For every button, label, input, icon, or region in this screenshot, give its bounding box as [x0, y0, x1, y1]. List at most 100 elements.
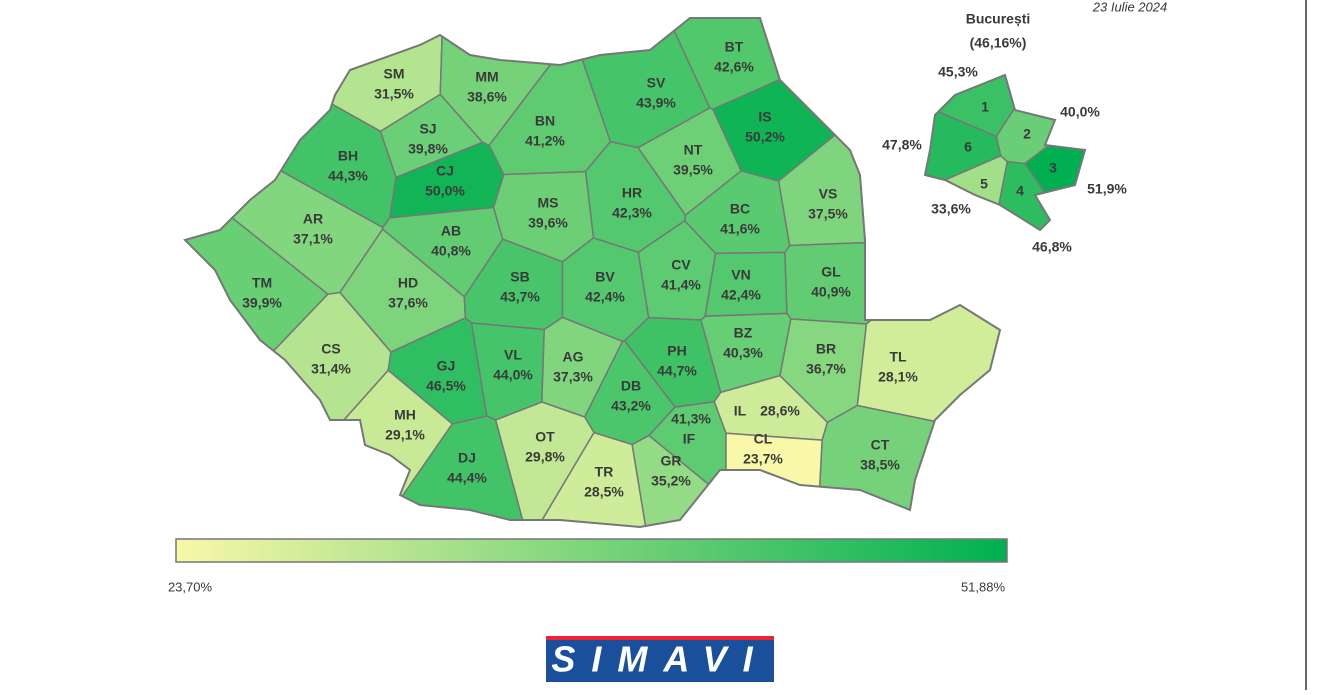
logo: SIMAVI	[546, 636, 774, 682]
county-code: GL	[821, 264, 841, 280]
county-code: BC	[730, 201, 750, 217]
county-labels: SM 31,5% MM 38,6% BT 42,6% SV 43,9% BH 44,3% SJ 39,…	[242, 39, 918, 500]
county-code: MS	[538, 195, 559, 211]
county-value: 23,7%	[743, 451, 783, 467]
county-code: GJ	[437, 358, 456, 374]
county-value: 39,5%	[673, 162, 713, 178]
county-value: 44,0%	[493, 367, 533, 383]
county-code: SV	[647, 75, 666, 91]
county-value: 50,2%	[745, 129, 785, 145]
county-code: IF	[683, 431, 696, 447]
bucharest-title: București	[966, 11, 1031, 27]
romania-border	[183, 17, 1002, 529]
logo-bg	[546, 636, 774, 682]
county-value: 43,7%	[500, 289, 540, 305]
county-value: 46,5%	[426, 378, 466, 394]
county-value: 39,8%	[408, 141, 448, 157]
county-code: BT	[725, 39, 744, 55]
county-value: 50,0%	[425, 183, 465, 199]
county-value: 41,3%	[671, 411, 711, 427]
county-value: 37,3%	[553, 369, 593, 385]
sector-labels: 1 45,3% 2 40,0% 3 51,9% 4 46,8% 5 33,6% 6 47,8%	[882, 64, 1127, 255]
county	[528, 431, 649, 527]
county-value: 38,6%	[467, 89, 507, 105]
county-code: CL	[754, 431, 773, 447]
county-value: 43,2%	[611, 398, 651, 414]
county-value: 40,9%	[811, 284, 851, 300]
legend-min: 23,70%	[168, 579, 213, 594]
county-code: PH	[667, 343, 686, 359]
county-code: DB	[621, 378, 641, 394]
county-code: TL	[889, 349, 907, 365]
county-code: BH	[338, 148, 358, 164]
county	[856, 217, 1000, 440]
county-value: 41,6%	[720, 221, 760, 237]
county-value: 42,6%	[714, 59, 754, 75]
county-code: BZ	[734, 325, 753, 341]
county-value: 44,4%	[447, 470, 487, 486]
sector-number: 5	[980, 176, 988, 192]
county-value: 39,9%	[242, 295, 282, 311]
logo-text: SIMAVI	[551, 639, 768, 680]
county-value: 35,2%	[651, 473, 691, 489]
sector-value: 40,0%	[1060, 104, 1100, 120]
sector-value: 33,6%	[931, 201, 971, 217]
county-value: 42,3%	[612, 205, 652, 221]
date: 23 Iulie 2024	[1092, 0, 1167, 14]
county-code: CJ	[436, 163, 454, 179]
bucharest-border	[923, 73, 1087, 232]
county-code: VS	[819, 186, 838, 202]
county-code: DJ	[458, 450, 476, 466]
sector-number: 6	[964, 139, 972, 155]
county-value: 37,6%	[388, 295, 428, 311]
county-code: BN	[535, 113, 555, 129]
sector-value: 46,8%	[1032, 239, 1072, 255]
county-code: TR	[595, 464, 614, 480]
county-code: MH	[394, 407, 416, 423]
county-value: 41,4%	[661, 277, 701, 293]
county-value: 44,7%	[657, 363, 697, 379]
county-code: BV	[595, 269, 615, 285]
county-code: AG	[563, 349, 584, 365]
county-code: SB	[510, 269, 529, 285]
county-value: 36,7%	[806, 361, 846, 377]
county-code: CT	[871, 437, 890, 453]
county-code: BR	[816, 341, 836, 357]
county-value: 29,1%	[385, 427, 425, 443]
sector-number: 1	[981, 99, 989, 115]
county-value: 39,6%	[528, 215, 568, 231]
county-code: TM	[252, 275, 272, 291]
sector-value: 47,8%	[882, 137, 922, 153]
county	[704, 251, 788, 318]
county-code: IL	[734, 403, 747, 419]
county-code: AR	[303, 211, 323, 227]
sector-number: 4	[1016, 183, 1024, 199]
sector-number: 3	[1049, 160, 1057, 176]
county-value: 43,9%	[636, 95, 676, 111]
county-code: NT	[684, 142, 703, 158]
county-code: OT	[535, 429, 555, 445]
county-value: 42,4%	[721, 287, 761, 303]
county-value: 28,5%	[584, 484, 624, 500]
county-value: 37,5%	[808, 206, 848, 222]
county-value: 40,8%	[431, 243, 471, 259]
sector-value: 51,9%	[1087, 181, 1127, 197]
county-code: CS	[321, 341, 340, 357]
county-code: CV	[671, 257, 691, 273]
county-code: SM	[384, 66, 405, 82]
county-value: 31,4%	[311, 361, 351, 377]
logo-stripe	[546, 636, 774, 640]
county-value: 29,8%	[525, 449, 565, 465]
county-code: SJ	[419, 121, 436, 137]
bucharest-total: (46,16%)	[970, 35, 1027, 51]
county-code: AB	[441, 223, 461, 239]
county-value: 37,1%	[293, 231, 333, 247]
county-value: 28,1%	[878, 369, 918, 385]
county-code: HR	[622, 185, 642, 201]
county-code: VL	[504, 347, 522, 363]
county	[816, 404, 1000, 527]
legend-max: 51,88%	[961, 579, 1006, 594]
county-value: 31,5%	[374, 86, 414, 102]
sector-value: 45,3%	[938, 64, 978, 80]
